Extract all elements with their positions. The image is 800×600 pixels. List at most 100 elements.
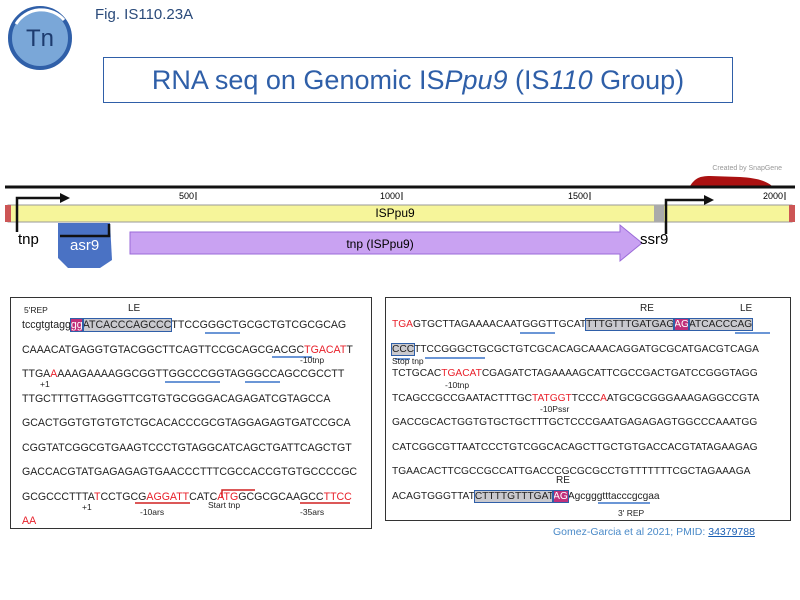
sequence-segment: TGACAT: [441, 368, 482, 379]
figure-label: Fig. IS110.23A: [95, 6, 194, 23]
sequence-segment: TTCCGGGCTGCGCTGTCGCGCAG: [171, 319, 347, 331]
sequence-segment: TGA: [392, 319, 413, 330]
annotation: LE: [128, 303, 141, 314]
sequence-segment: TCAGCCGCCGAATACTTTGC: [392, 392, 532, 404]
sequence-segment: TGACAT: [304, 343, 347, 356]
sequence-segment: TTGA: [22, 368, 51, 380]
sequence-line: GCGCCCTTTATCCTGCGAGGATTCATCATGGCGCGCAAGC…: [22, 491, 352, 503]
sequence-line: CAAACATGAGGTGTACGGCTTCAGTTCCGCAGCGACGCTG…: [22, 344, 353, 356]
repeat-mark: [654, 205, 664, 222]
arrow-head: [60, 193, 70, 203]
slide-title: RNA seq on Genomic ISPpu9 (IS110 Group): [103, 57, 733, 103]
sequence-segment: ATGCGCGGGAAAGAGGCCGTA: [606, 392, 760, 404]
sequence-segment: CGGTATCGGCGTGAAGTCCCTGTAGGCATCAGCTGATTCA…: [22, 441, 352, 454]
title-part: 110: [549, 65, 593, 95]
logo-text: Tn: [26, 25, 54, 52]
sequence-segment: CATCGGCGTTAATCCCTGTCGGCACAGCTTGCTGTGACCA…: [392, 441, 758, 453]
sequence-segment: GCACTGGTGTGTGTCTGCACACCCGCGTAGGAGAGTGATC…: [22, 417, 351, 429]
sequence-segment: TTTGTTTGATGAG: [585, 318, 676, 331]
sequence-line: TCAGCCGCCGAATACTTTGCTATGGTTCCCAATGCGCGGG…: [392, 393, 759, 404]
sequence-segment: T: [94, 490, 101, 503]
sequence-line: TGAGTGCTTAGAAAACAATGGGTTGCATTTTGTTTGATGA…: [392, 318, 754, 331]
sequence-segment: AA: [22, 515, 37, 527]
asr9-blob: [58, 223, 112, 268]
sequence-segment: TATGGT: [531, 392, 572, 404]
sequence-segment: AAAGAAAAGGCGGTTGGCCCGGTAGGGCCAGCCGCCTT: [57, 368, 345, 380]
annotation: +1: [82, 502, 92, 512]
annotation: -35ars: [300, 507, 325, 517]
annotation: 3' REP: [618, 508, 645, 518]
title-part: Group): [592, 65, 685, 95]
sequence-line: CCCTTCCGGGCTGCGCTGTCGCACAGCAAACAGGATGCGC…: [390, 342, 759, 356]
annotation: Stop tnp: [392, 356, 424, 366]
sequence-line: TTGAAAAAGAAAAGGCGGTTGGCCCGGTAGGGCCAGCCGC…: [22, 368, 344, 380]
arrow-head: [704, 195, 714, 205]
annotation: -10tnp: [445, 380, 470, 390]
sequence-segment: GCGCGCAAGCC: [238, 490, 324, 503]
annotation: +1: [40, 379, 50, 389]
end-mark: [5, 205, 11, 222]
arrow: [60, 224, 111, 238]
annotation: RE: [556, 475, 570, 486]
tick-label: 500: [179, 191, 194, 201]
annotation: -10Pssr: [540, 404, 570, 414]
sequence-segment: TTCC: [323, 490, 352, 503]
sequence-segment: CATC: [189, 490, 218, 503]
tick-label: 1000: [380, 191, 400, 201]
sequence-segment: TCTGCAC: [392, 368, 442, 379]
sequence-segment: GCGCCCTTTA: [22, 490, 94, 503]
sequence-line: GCACTGGTGTGTGTCTGCACACCCGCGTAGGAGAGTGATC…: [22, 417, 351, 429]
coverage: [690, 176, 772, 186]
sequence-line: TCTGCACTGACATCGAGATCTAGAAAAGCATTCGCCGACT…: [392, 368, 758, 379]
tnp-arrow: [129, 223, 643, 263]
arrow: [15, 196, 66, 232]
sequence-segment: A: [50, 368, 58, 380]
tick-label: 2000: [763, 191, 783, 201]
sequence-segment: AG: [552, 489, 569, 503]
sequence-segment: TTCCGGGCTGCGCTGTCGCACAGCAAACAGGATGCGCATG…: [414, 343, 759, 355]
pmid-link[interactable]: 34379788: [708, 526, 755, 538]
feature-label: asr9: [70, 237, 99, 254]
sequence-segment: CGAGATCTAGAAAAGCATTCGCCGACTGATCCGGGTAGG: [481, 368, 758, 379]
sequence-line: tccgtgtaggggATCACCCAGCCCTTCCGGGCTGCGCTGT…: [22, 318, 347, 332]
sequence-segment: ACAGTGGGTTAT: [392, 490, 475, 502]
sequence-segment: AGGATT: [146, 490, 190, 503]
ticks: 500 1000 1500 2000: [179, 191, 786, 201]
sequence-segment: TCCC: [571, 392, 601, 404]
annotation: Start tnp: [208, 500, 241, 510]
sequence-segment: CCTGCG: [100, 490, 147, 503]
end-mark: [789, 205, 795, 222]
citation: Gomez-Garcia et al 2021; PMID: 34379788: [553, 526, 755, 538]
title-part: (IS: [507, 65, 550, 95]
sequence-line: TTGCTTTGTTAGGGTTCGTGTGCGGGACAGAGATCGTAGC…: [22, 393, 330, 405]
sequence-segment: AG: [673, 318, 690, 331]
sequence-line: CATCGGCGTTAATCCCTGTCGGCACAGCTTGCTGTGACCA…: [392, 442, 758, 453]
sequence-segment: Agcgggtttacccgcgaa: [567, 490, 660, 502]
arrow: [664, 198, 708, 234]
sequence-line: AA: [22, 515, 36, 527]
panel-right: [385, 297, 791, 521]
annotation: 5'REP: [24, 305, 48, 315]
citation-text: Gomez-Garcia et al 2021; PMID:: [553, 526, 709, 538]
sequence-line: TGAACACTTCGCCGCCATTGACCCGCGCGCCTGTTTTTTT…: [392, 466, 750, 477]
feature-label: ssr9: [640, 231, 668, 248]
sequence-segment: gg: [69, 318, 84, 332]
element-label: ISPpu9: [375, 206, 415, 220]
sequence-segment: GACCACGTATGAGAGAGTGAACCCTTTCGCCACCGTGTGC…: [22, 466, 358, 478]
logo: Tn: [8, 6, 72, 70]
sequence-segment: CTTTTGTTTGAT: [473, 489, 555, 503]
sequence-segment: TGAACACTTCGCCGCCATTGACCCGCGCGCCTGTTTTTTT…: [392, 466, 751, 477]
sequence-segment: tccgtgtagg: [22, 319, 71, 331]
annotation: -10tnp: [300, 355, 325, 365]
credit: Created by SnapGene: [712, 165, 782, 172]
tick-label: 1500: [568, 191, 588, 201]
sequence-segment: GACCGCACTGGTGTGCTGCTTTGCTCCCGAATGAGAGAGT…: [392, 417, 758, 428]
sequence-segment: ATCACCCAGCCC: [81, 318, 173, 332]
annotation: -10ars: [140, 507, 165, 517]
sequence-line: CGGTATCGGCGTGAAGTCCCTGTAGGCATCAGCTGATTCA…: [22, 442, 352, 454]
panel-left: [10, 297, 372, 529]
sequence-line: GACCGCACTGGTGTGCTGCTTTGCTCCCGAATGAGAGAGT…: [392, 417, 757, 428]
feature-label: tnp (ISPpu9): [346, 237, 413, 251]
sequence-segment: CCC: [390, 342, 416, 356]
